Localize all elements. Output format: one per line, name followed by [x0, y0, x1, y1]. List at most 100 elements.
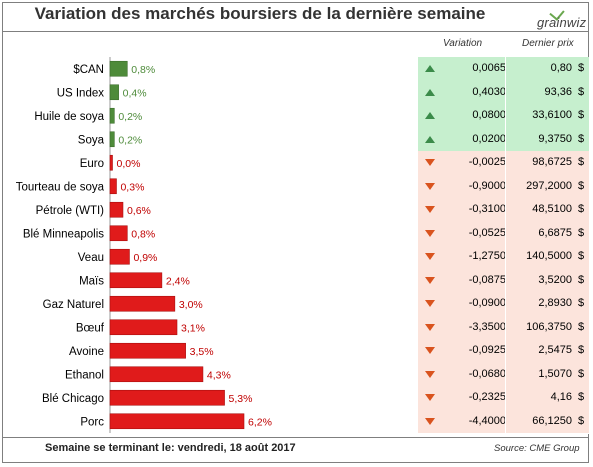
- chart-title: Variation des marchés boursiers de la de…: [34, 4, 486, 23]
- currency-symbol: $: [578, 273, 585, 286]
- variation-value: 0,0200: [472, 132, 506, 145]
- currency-symbol: $: [578, 414, 585, 427]
- variation-value: -0,0525: [468, 226, 506, 239]
- down-arrow-icon: [425, 394, 435, 401]
- bar: [109, 107, 115, 124]
- bar: [109, 295, 176, 312]
- down-arrow-icon: [425, 323, 435, 331]
- variation-value: -0,0875: [468, 273, 506, 286]
- data-label: 3,5%: [190, 346, 214, 358]
- variation-value: -0,0025: [468, 156, 506, 168]
- price-value: 0,80: [550, 62, 572, 74]
- variation-value: -0,3100: [468, 203, 506, 215]
- down-arrow-icon: [425, 347, 435, 354]
- column-divider: [505, 57, 506, 433]
- price-value: 140,5000: [526, 250, 572, 262]
- price-value: 98,6725: [532, 156, 572, 168]
- price-value: 93,36: [544, 85, 572, 98]
- data-label: 2,4%: [166, 275, 190, 287]
- down-arrow-icon: [425, 300, 435, 307]
- category-label: Ethanol: [65, 369, 104, 381]
- category-label: Blé Minneapolis: [23, 228, 104, 240]
- price-column-header: Dernier prix: [522, 38, 574, 49]
- variation-value: -0,0680: [468, 367, 506, 380]
- data-label: 4,3%: [207, 369, 231, 381]
- down-arrow-icon: [425, 229, 435, 237]
- currency-symbol: $: [578, 132, 585, 145]
- category-label: Gaz Naturel: [43, 299, 104, 311]
- currency-symbol: $: [578, 344, 585, 356]
- table-row: -4,4000 66,1250 $: [418, 409, 589, 434]
- currency-symbol: $: [578, 179, 585, 192]
- currency-symbol: $: [578, 297, 585, 309]
- table-row: -0,0875 3,5200 $: [418, 268, 589, 293]
- up-arrow-icon: [425, 65, 435, 72]
- category-label: $CAN: [73, 64, 104, 76]
- table-row: 0,0065 0,80 $: [418, 57, 589, 82]
- data-label: 0,0%: [117, 158, 141, 170]
- category-label: Tourteau de soya: [16, 181, 105, 193]
- price-value: 3,5200: [538, 273, 572, 286]
- bar: [109, 366, 204, 383]
- down-arrow-icon: [425, 159, 435, 166]
- category-label: Blé Chicago: [42, 393, 104, 405]
- bar: [109, 131, 115, 148]
- bar: [109, 60, 128, 77]
- data-label: 6,2%: [248, 416, 272, 428]
- category-label: Maïs: [79, 275, 104, 287]
- bar: [109, 319, 178, 336]
- currency-symbol: $: [578, 250, 585, 262]
- table-row: -0,2325 4,16 $: [418, 386, 589, 411]
- variation-value: 0,4030: [472, 85, 506, 98]
- price-value: 66,1250: [532, 414, 572, 427]
- down-arrow-icon: [425, 253, 435, 260]
- currency-symbol: $: [578, 85, 585, 98]
- table-row: -0,0925 2,5475 $: [418, 339, 589, 364]
- data-label: 0,8%: [131, 64, 155, 76]
- currency-symbol: $: [578, 156, 585, 168]
- table-row: -1,2750 140,5000 $: [418, 245, 589, 270]
- variation-value: -3,3500: [468, 320, 506, 333]
- category-label: Pétrole (WTI): [36, 205, 105, 217]
- category-label: Avoine: [69, 346, 104, 358]
- currency-symbol: $: [578, 367, 585, 380]
- price-value: 2,5475: [538, 344, 572, 356]
- price-value: 1,5070: [538, 367, 572, 380]
- price-value: 9,3750: [538, 132, 572, 145]
- category-label: Soya: [78, 134, 105, 146]
- bar: [109, 154, 113, 171]
- down-arrow-icon: [425, 182, 435, 190]
- category-label: Bœuf: [76, 322, 105, 334]
- data-label: 0,2%: [118, 134, 142, 146]
- down-arrow-icon: [425, 276, 435, 284]
- down-arrow-icon: [425, 417, 435, 425]
- price-value: 106,3750: [526, 320, 572, 333]
- table-row: -0,9000 297,2000 $: [418, 174, 589, 199]
- bar: [109, 201, 124, 218]
- table-row: -0,0680 1,5070 $: [418, 362, 589, 387]
- table-row: -0,0900 2,8930 $: [418, 292, 589, 317]
- footer-divider: [3, 437, 588, 438]
- up-arrow-icon: [425, 112, 435, 119]
- variation-column-header: Variation: [443, 38, 483, 49]
- price-value: 4,16: [550, 391, 572, 403]
- price-value: 2,8930: [538, 297, 572, 309]
- data-label: 0,4%: [123, 87, 147, 99]
- price-value: 33,6100: [532, 109, 572, 121]
- bar: [109, 248, 130, 265]
- table-row: -0,0525 6,6875 $: [418, 221, 589, 246]
- data-label: 5,3%: [229, 393, 253, 405]
- up-arrow-icon: [425, 88, 435, 96]
- variation-value: -1,2750: [468, 250, 506, 262]
- up-arrow-icon: [425, 135, 435, 143]
- data-label: 0,8%: [131, 228, 155, 240]
- variation-value: -0,2325: [468, 391, 506, 403]
- currency-symbol: $: [578, 226, 585, 239]
- category-label: US Index: [57, 87, 105, 99]
- variation-value: -4,4000: [468, 414, 506, 427]
- price-value: 48,5100: [532, 203, 572, 215]
- down-arrow-icon: [425, 206, 435, 213]
- category-label: Veau: [78, 252, 104, 264]
- table-row: -0,0025 98,6725 $: [418, 151, 589, 176]
- table-row: -3,3500 106,3750 $: [418, 315, 589, 340]
